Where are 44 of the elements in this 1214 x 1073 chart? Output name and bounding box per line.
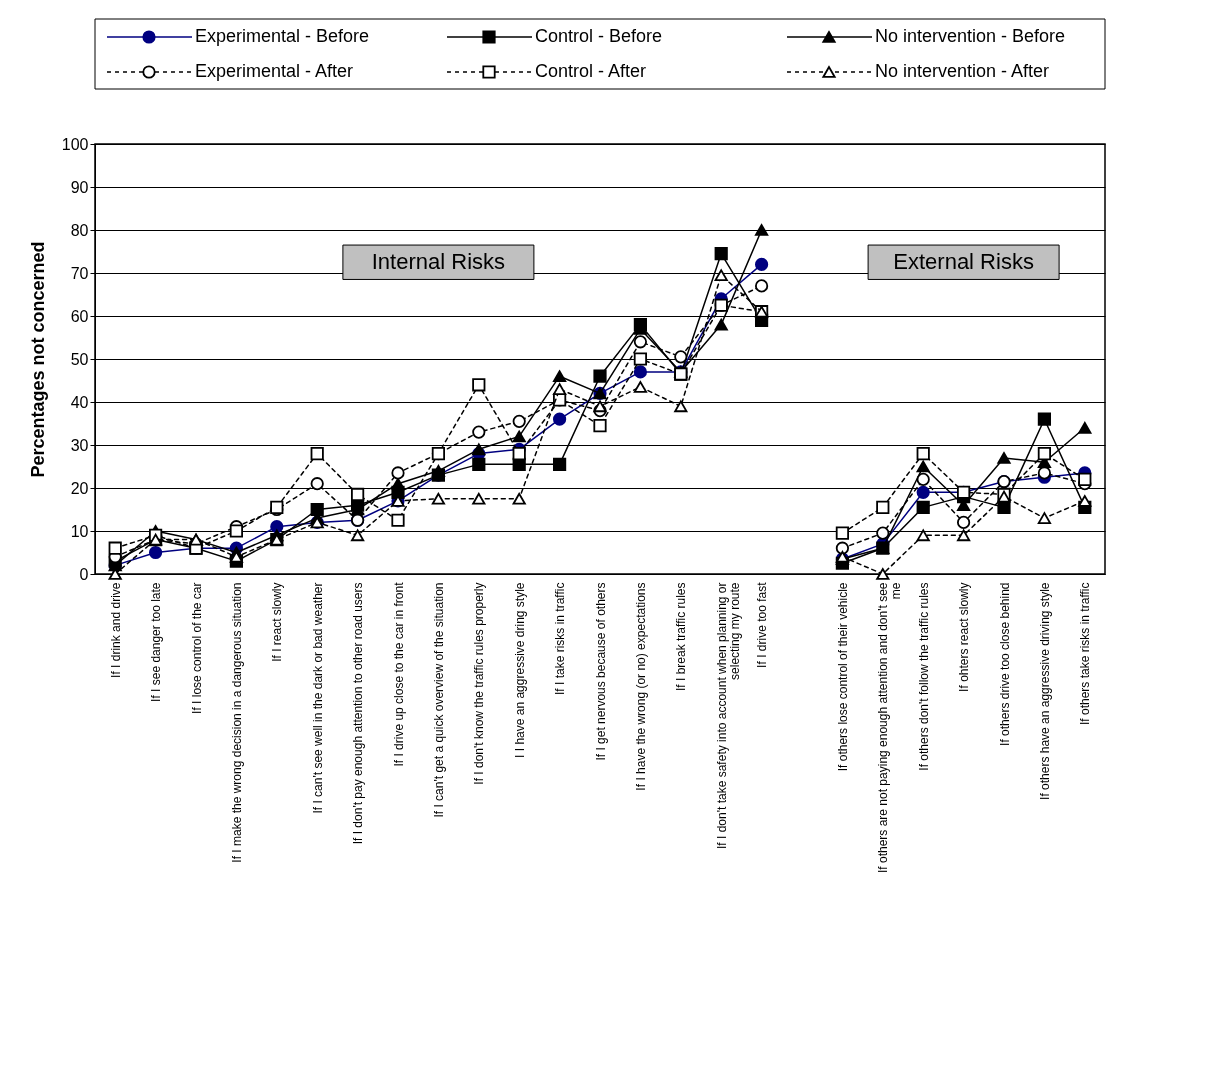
- x-tick-label: If I don't take safety into account when planning or selecting my route: [714, 582, 742, 849]
- y-tick-label: 10: [70, 522, 89, 540]
- x-tick-label: If others lose control of their vehicle: [835, 582, 850, 772]
- annotation: External Risks: [893, 249, 1034, 275]
- x-tick-label: If I have the wrong (or no) expectations: [633, 582, 648, 791]
- x-tick-label: If I drink and drive: [108, 582, 123, 678]
- x-tick-label: If I take risks in traffic: [553, 582, 568, 695]
- x-tick-label: If I lose control of the car: [189, 582, 204, 714]
- x-tick-label: If I get nervous because of others: [593, 582, 608, 761]
- x-tick-label: I I have an aggressive dring style: [512, 582, 527, 758]
- y-axis-title: Percentages not concerned: [27, 241, 48, 478]
- legend-label: No intervention - After: [875, 61, 1050, 81]
- y-tick-label: 100: [61, 135, 89, 153]
- y-tick-label: 40: [70, 393, 89, 411]
- legend-label: Control - Before: [535, 26, 663, 46]
- legend-label: Experimental - Before: [195, 26, 370, 46]
- y-tick-label: 80: [70, 221, 89, 239]
- x-tick-label: If I break traffic rules: [674, 582, 689, 691]
- legend-label: Control - After: [535, 61, 647, 81]
- x-tick-label: If I drive too fast: [755, 581, 770, 668]
- x-tick-label: If others take risks in traffic: [1078, 582, 1093, 725]
- legend-label: No intervention - Before: [875, 26, 1066, 46]
- x-tick-label: If others don't follow the traffic rules: [916, 582, 931, 771]
- y-tick-label: 70: [70, 264, 89, 282]
- x-tick-label: If I see danger too late: [149, 582, 164, 702]
- x-tick-label: If others drive too close behind: [997, 582, 1012, 746]
- x-tick-label: If I don't pay enough attention to other road users: [351, 582, 366, 845]
- legend-label: Experimental - After: [195, 61, 354, 81]
- y-tick-label: 20: [70, 479, 89, 497]
- x-tick-label: If I don't know the traffic rules properly: [472, 582, 487, 785]
- x-tick-label: If I make the wrong decision in a dangerous situation: [229, 582, 244, 863]
- x-tick-label: If I drive up close to the car in front: [391, 581, 406, 767]
- y-tick-label: 30: [70, 436, 89, 454]
- x-tick-label: If ohters react slowly: [957, 582, 972, 692]
- y-tick-label: 50: [70, 350, 89, 368]
- x-tick-label: If I can't get a quick overview of the situation: [431, 582, 446, 818]
- x-tick-label: If I react slowly: [270, 582, 285, 662]
- y-tick-label: 60: [70, 307, 89, 325]
- y-tick-label: 90: [70, 178, 89, 196]
- x-tick-label: If I can't see well in the dark or bad weather: [310, 582, 325, 814]
- y-tick-label: 0: [79, 565, 89, 583]
- annotation: Internal Risks: [371, 249, 506, 275]
- x-tick-label: If others are not paying enough attention and don't see me: [876, 582, 904, 874]
- x-tick-label: If others have an aggressive driving style: [1037, 582, 1052, 800]
